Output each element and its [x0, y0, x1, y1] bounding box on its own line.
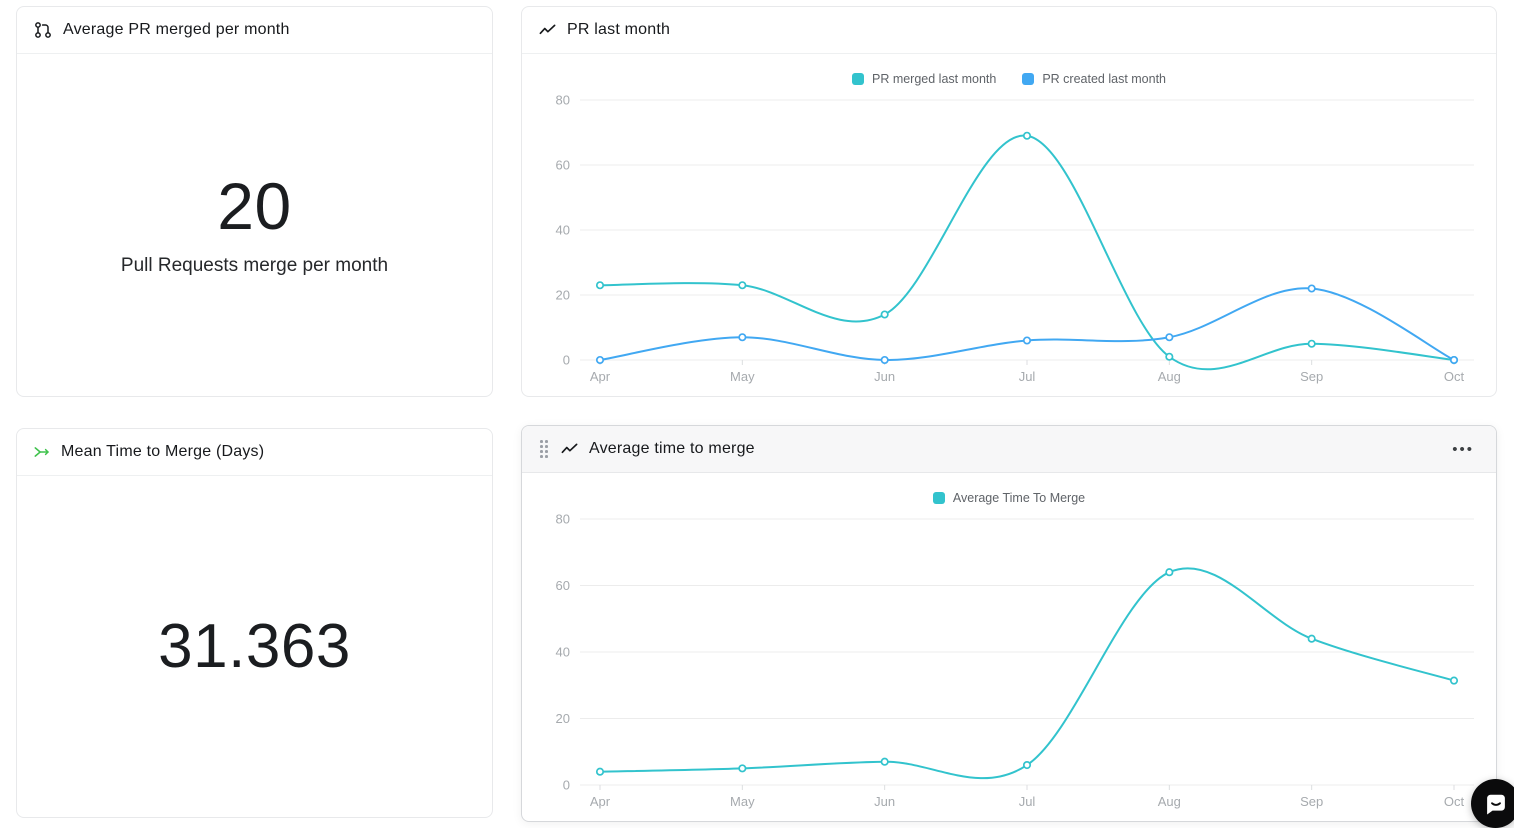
legend-swatch [851, 73, 864, 85]
data-point [595, 767, 605, 776]
card-header: Average time to merge ••• [522, 426, 1496, 473]
metric-subtitle: Pull Requests merge per month [120, 255, 389, 276]
metric-body: 20 Pull Requests merge per month [17, 54, 492, 396]
svg-text:Jun: Jun [874, 794, 895, 809]
trending-line-icon [538, 21, 557, 40]
data-point [880, 355, 889, 365]
data-point [738, 281, 747, 290]
trending-line-icon [560, 440, 579, 459]
average-time-to-merge-chart: 0 20 40 60 80 Apr May Jun Jul Aug Sep Oct [522, 509, 1496, 815]
legend-item[interactable]: Average Time To Merge [932, 491, 1086, 505]
legend-label: Average Time To Merge [952, 491, 1086, 505]
card-title: PR last month [567, 21, 671, 38]
svg-text:80: 80 [556, 93, 570, 108]
line-chart-svg: 0 20 40 60 80 Apr May Jun Jul Aug Sep Oct [556, 93, 1474, 384]
svg-text:Oct: Oct [1444, 369, 1465, 384]
card-title: Average PR merged per month [63, 21, 290, 38]
data-point [1307, 634, 1316, 643]
svg-text:60: 60 [556, 578, 570, 593]
chart-legend: PR merged last month PR created last mont… [522, 64, 1496, 90]
data-point [1449, 676, 1459, 685]
pr-last-month-chart: 0 20 40 60 80 Apr May Jun Jul Aug Sep Oct [522, 90, 1496, 390]
more-horizontal-icon[interactable]: ••• [1446, 438, 1480, 461]
data-point [1449, 355, 1459, 365]
svg-text:40: 40 [556, 223, 570, 238]
data-point [1307, 339, 1316, 348]
grip-dots-icon[interactable] [538, 438, 550, 460]
legend-item[interactable]: PR created last month [1022, 72, 1166, 86]
data-point [880, 757, 889, 766]
data-point [595, 355, 605, 365]
svg-text:Apr: Apr [590, 794, 611, 809]
svg-text:Jul: Jul [1019, 369, 1036, 384]
chart-legend: Average Time To Merge [522, 483, 1496, 509]
line-chart-svg: 0 20 40 60 80 Apr May Jun Jul Aug Sep Oct [556, 512, 1474, 809]
svg-text:Apr: Apr [590, 369, 611, 384]
git-pull-request-icon [33, 20, 53, 40]
svg-text:20: 20 [556, 711, 570, 726]
metric-value: 31.363 [158, 611, 351, 681]
card-header: Average PR merged per month [17, 7, 492, 54]
data-point [738, 333, 747, 342]
legend-label: PR created last month [1042, 72, 1167, 86]
data-point [1165, 568, 1174, 577]
data-point [595, 281, 605, 290]
chart-body: Average Time To Merge 0 20 40 60 80 Apr May Jun… [522, 473, 1496, 821]
svg-text:May: May [730, 794, 755, 809]
svg-text:40: 40 [556, 645, 570, 660]
svg-text:Jul: Jul [1019, 794, 1036, 809]
metric-body: 31.363 [17, 476, 492, 817]
svg-text:Aug: Aug [1158, 369, 1181, 384]
data-point [1165, 333, 1174, 342]
data-point [738, 764, 747, 773]
svg-text:Sep: Sep [1300, 794, 1323, 809]
svg-text:Aug: Aug [1158, 794, 1181, 809]
svg-text:80: 80 [556, 512, 570, 527]
svg-text:20: 20 [556, 288, 570, 303]
chart-body: PR merged last month PR created last mont… [522, 54, 1496, 396]
legend-swatch [932, 492, 945, 504]
card-mean-time-to-merge: Mean Time to Merge (Days) 31.363 [16, 428, 493, 818]
data-point [880, 310, 889, 319]
merge-arrow-icon [33, 443, 51, 461]
svg-text:Sep: Sep [1300, 369, 1323, 384]
card-average-pr-merged: Average PR merged per month 20 Pull Requ… [16, 6, 493, 397]
legend-swatch [1022, 73, 1035, 85]
legend-item[interactable]: PR merged last month [851, 72, 997, 86]
svg-text:Jun: Jun [874, 369, 895, 384]
data-point [1022, 131, 1032, 140]
svg-text:60: 60 [556, 158, 570, 173]
legend-label: PR merged last month [871, 72, 997, 86]
card-title: Average time to merge [589, 440, 755, 457]
svg-text:0: 0 [563, 778, 570, 793]
svg-text:May: May [730, 369, 755, 384]
svg-text:Oct: Oct [1444, 794, 1465, 809]
card-average-time-to-merge: Average time to merge ••• Average Time T… [521, 425, 1497, 822]
data-point [1165, 352, 1174, 361]
card-title: Mean Time to Merge (Days) [61, 443, 265, 460]
chat-bubble-icon[interactable] [1471, 779, 1514, 828]
card-header: Mean Time to Merge (Days) [17, 429, 492, 476]
data-point [1022, 760, 1032, 770]
data-point [1307, 284, 1316, 293]
card-pr-last-month: PR last month PR merged last month PR cre… [521, 6, 1497, 397]
card-header: PR last month [522, 7, 1496, 54]
svg-text:0: 0 [563, 353, 570, 368]
metric-value: 20 [217, 169, 292, 243]
data-point [1022, 336, 1032, 345]
